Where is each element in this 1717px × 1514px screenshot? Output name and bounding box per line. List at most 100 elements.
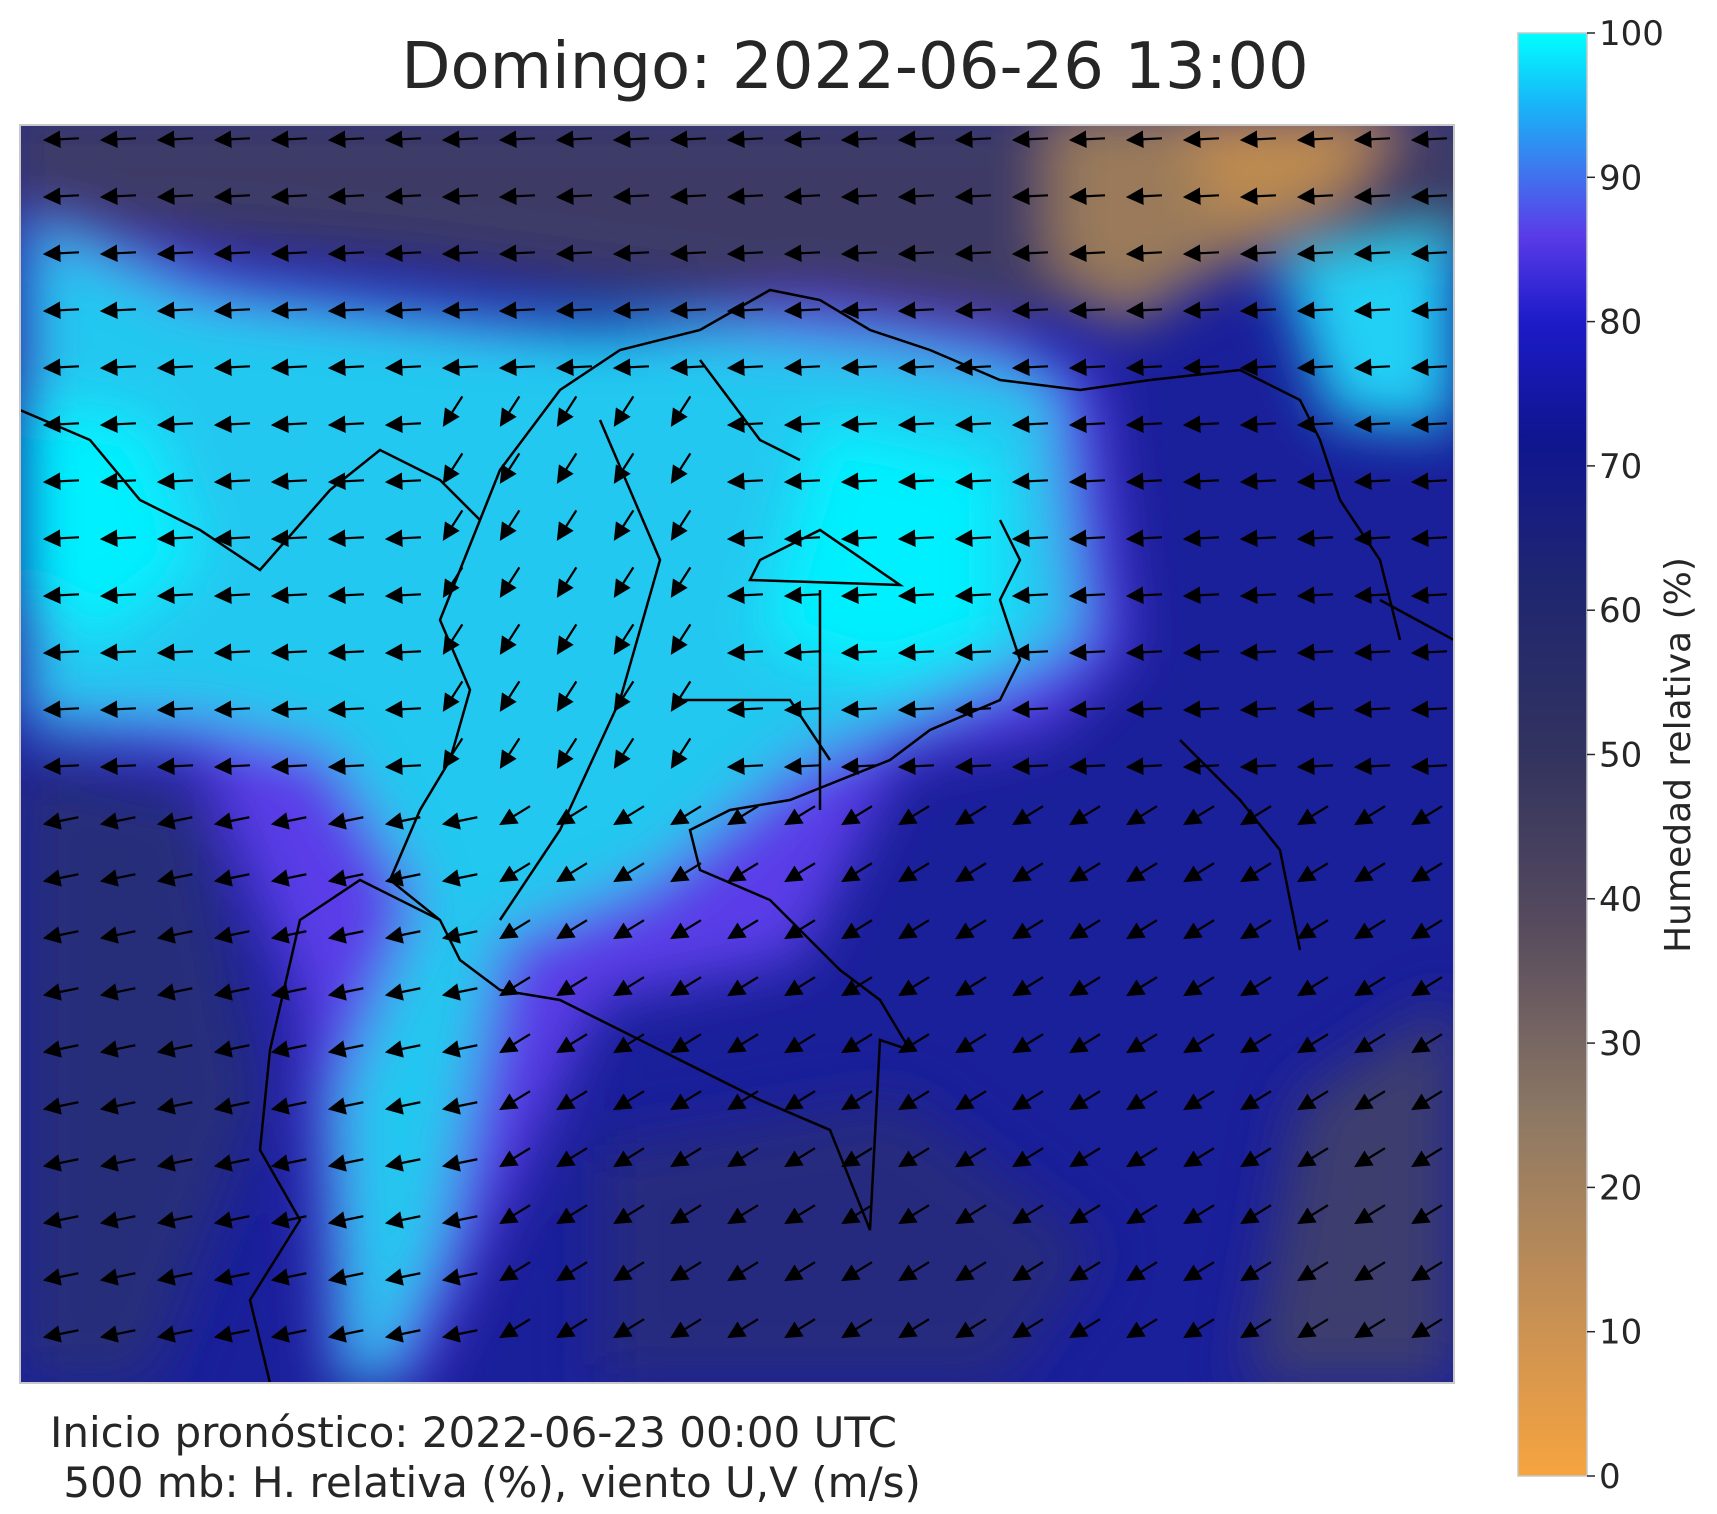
- wind-arrow: [841, 1318, 873, 1339]
- wind-arrow: [556, 680, 578, 712]
- wind-arrow: [1297, 862, 1329, 883]
- wind-arrow: [498, 358, 536, 377]
- wind-arrow: [441, 1154, 478, 1172]
- wind-arrow: [727, 1090, 759, 1111]
- wind-arrow: [897, 415, 935, 434]
- wind-arrow: [42, 301, 80, 320]
- wind-arrow: [556, 919, 588, 940]
- wind-arrow: [1182, 301, 1220, 320]
- wind-arrow: [954, 187, 992, 206]
- wind-arrow: [1353, 244, 1391, 263]
- wind-arrow: [156, 1325, 193, 1343]
- wind-arrow: [670, 976, 702, 997]
- wind-arrow: [1069, 862, 1101, 883]
- colorbar-tick-label: 100: [1599, 14, 1664, 54]
- wind-arrow: [1296, 244, 1334, 263]
- wind-arrow: [1240, 862, 1272, 883]
- wind-arrow: [1411, 1318, 1443, 1339]
- wind-arrow: [442, 566, 464, 598]
- wind-arrow: [42, 187, 80, 206]
- wind-arrow: [42, 529, 80, 548]
- wind-arrow: [213, 1325, 250, 1343]
- wind-arrow: [670, 862, 702, 883]
- wind-arrow: [156, 1211, 193, 1229]
- wind-arrow: [99, 529, 137, 548]
- wind-arrow: [1354, 862, 1386, 883]
- wind-arrow: [1126, 1261, 1158, 1282]
- wind-arrow: [783, 130, 821, 149]
- wind-arrow: [726, 700, 764, 719]
- wind-arrow: [1012, 1090, 1044, 1111]
- wind-arrow: [784, 919, 816, 940]
- wind-arrow: [270, 812, 307, 830]
- wind-arrow: [1012, 805, 1044, 826]
- wind-arrow: [1411, 805, 1443, 826]
- wind-arrow: [670, 737, 692, 769]
- wind-arrow: [1410, 643, 1448, 662]
- wind-arrow: [1125, 757, 1163, 776]
- wind-arrow: [270, 757, 308, 776]
- wind-arrow: [556, 509, 578, 541]
- wind-arrow: [1011, 415, 1049, 434]
- wind-arrow: [556, 805, 588, 826]
- wind-arrow: [726, 130, 764, 149]
- wind-arrow: [670, 919, 702, 940]
- wind-arrow: [1182, 700, 1220, 719]
- wind-arrow: [1183, 1033, 1215, 1054]
- wind-arrow: [841, 805, 873, 826]
- wind-arrow: [954, 700, 992, 719]
- wind-arrow: [955, 976, 987, 997]
- wind-arrow: [1410, 301, 1448, 320]
- wind-arrow: [99, 1040, 136, 1058]
- wind-arrow: [270, 586, 308, 605]
- wind-arrow: [213, 358, 251, 377]
- wind-arrow: [898, 1261, 930, 1282]
- wind-arrow: [556, 623, 578, 655]
- wind-arrow: [99, 926, 136, 944]
- wind-arrow: [99, 983, 136, 1001]
- wind-arrow: [727, 1147, 759, 1168]
- wind-arrow: [955, 1147, 987, 1168]
- wind-arrow: [783, 187, 821, 206]
- wind-arrow: [840, 529, 878, 548]
- wind-arrow: [954, 301, 992, 320]
- wind-arrow: [555, 301, 593, 320]
- wind-arrow: [670, 680, 692, 712]
- wind-arrow: [1411, 976, 1443, 997]
- wind-arrow: [270, 358, 308, 377]
- wind-arrow: [156, 529, 194, 548]
- wind-arrow: [1297, 1147, 1329, 1168]
- wind-arrow: [1069, 805, 1101, 826]
- wind-arrow: [613, 1204, 645, 1225]
- wind-arrow: [1126, 919, 1158, 940]
- wind-arrow: [612, 301, 650, 320]
- wind-arrow: [442, 623, 464, 655]
- wind-arrow: [1126, 976, 1158, 997]
- wind-arrow: [327, 812, 364, 830]
- wind-arrow: [1011, 130, 1049, 149]
- wind-arrow: [1296, 130, 1334, 149]
- wind-arrow: [1182, 757, 1220, 776]
- wind-arrow: [669, 130, 707, 149]
- wind-arrow: [270, 1325, 307, 1343]
- wind-arrow: [1410, 358, 1448, 377]
- wind-arrow: [840, 757, 878, 776]
- wind-arrow: [213, 529, 251, 548]
- wind-arrow: [556, 737, 578, 769]
- wind-arrow: [99, 244, 137, 263]
- wind-arrow: [784, 1261, 816, 1282]
- wind-arrow: [441, 1097, 478, 1115]
- wind-arrow: [897, 130, 935, 149]
- wind-arrow: [670, 1033, 702, 1054]
- wind-arrow: [726, 757, 764, 776]
- wind-arrow: [1068, 415, 1106, 434]
- wind-arrow: [1012, 976, 1044, 997]
- wind-arrow: [42, 1154, 79, 1172]
- wind-arrow: [442, 737, 464, 769]
- wind-arrow: [1240, 1261, 1272, 1282]
- wind-arrow: [42, 130, 80, 149]
- wind-arrow: [156, 1268, 193, 1286]
- wind-arrow: [556, 976, 588, 997]
- wind-arrow: [99, 869, 136, 887]
- wind-arrow: [955, 1261, 987, 1282]
